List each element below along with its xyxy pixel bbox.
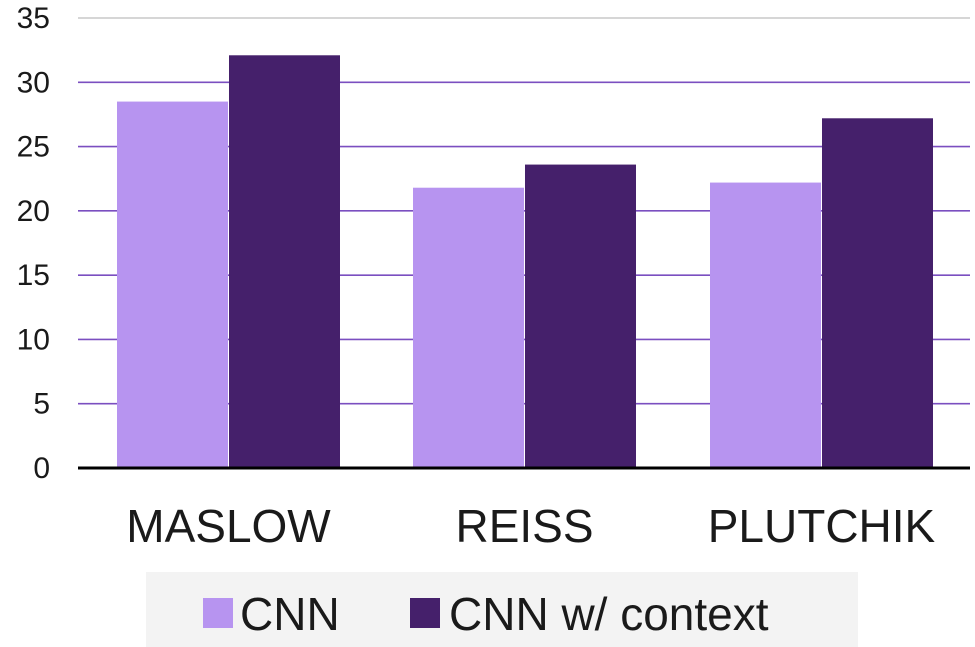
y-tick-label: 0 bbox=[33, 452, 50, 485]
legend-background bbox=[146, 572, 858, 647]
x-axis-category-labels: MASLOW REISS PLUTCHIK bbox=[126, 500, 935, 552]
x-category-label: PLUTCHIK bbox=[708, 500, 936, 552]
y-tick-label: 25 bbox=[17, 131, 50, 164]
legend-label: CNN bbox=[240, 588, 340, 640]
bar-maslow-series-2 bbox=[229, 55, 340, 469]
y-axis-tick-labels: 0 5 10 15 20 25 30 35 bbox=[17, 2, 50, 485]
y-tick-label: 20 bbox=[17, 195, 50, 228]
bar-plutchik-series-2 bbox=[822, 118, 933, 469]
bar-reiss-series-1 bbox=[413, 187, 524, 468]
y-tick-label: 5 bbox=[33, 388, 50, 421]
legend: CNN CNN w/ context bbox=[146, 572, 858, 647]
legend-swatch bbox=[203, 598, 233, 628]
y-tick-label: 30 bbox=[17, 66, 50, 99]
legend-swatch bbox=[410, 598, 440, 628]
bar-maslow-series-1 bbox=[117, 101, 228, 469]
y-tick-label: 35 bbox=[17, 2, 50, 35]
legend-label: CNN w/ context bbox=[449, 588, 769, 640]
y-tick-label: 10 bbox=[17, 323, 50, 356]
bars bbox=[117, 55, 933, 469]
bar-reiss-series-2 bbox=[525, 164, 636, 469]
x-category-label: MASLOW bbox=[126, 500, 331, 552]
x-category-label: REISS bbox=[455, 500, 593, 552]
bar-plutchik-series-1 bbox=[710, 182, 821, 469]
y-tick-label: 15 bbox=[17, 259, 50, 292]
